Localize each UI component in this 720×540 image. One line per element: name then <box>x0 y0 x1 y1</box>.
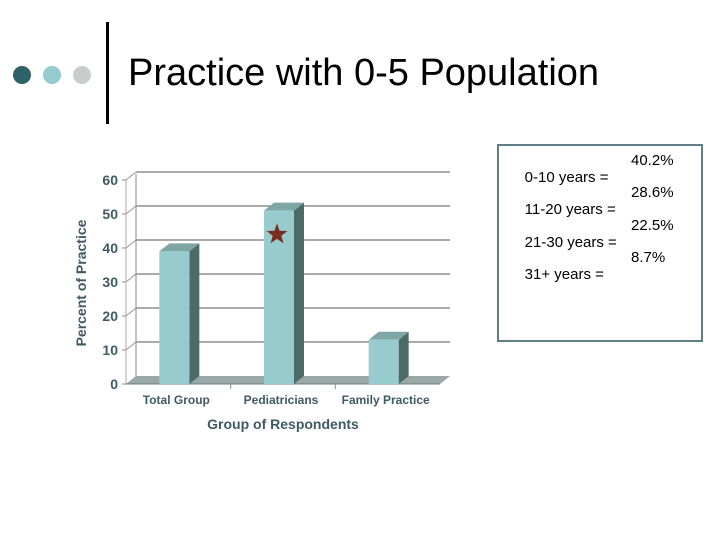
star-icon <box>266 223 288 244</box>
experience-summary-box: 0-10 years = 40.2% 11-20 years = 28.6% 2… <box>497 144 703 342</box>
x-tick-label: Family Practice <box>342 393 430 407</box>
bar-top <box>368 331 409 340</box>
summary-value: 40.2% <box>631 152 674 169</box>
y-tick-label: 40 <box>102 240 118 256</box>
summary-value: 8.7% <box>631 249 666 266</box>
y-axis-label: Percent of Practice <box>73 219 89 346</box>
gridline-diagonal <box>125 307 137 317</box>
bar-top <box>264 202 304 211</box>
summary-value: 28.6% <box>631 184 674 201</box>
bar-top <box>159 243 200 252</box>
bar <box>264 202 304 384</box>
gridline-diagonal <box>125 273 137 283</box>
summary-label: 21-30 years = <box>524 234 617 251</box>
bar <box>368 331 409 384</box>
summary-label: 0-10 years = <box>524 169 609 186</box>
x-axis-label: Group of Respondents <box>207 416 359 432</box>
summary-line: 11-20 years = 28.6% <box>508 184 674 252</box>
y-tick-label: 10 <box>102 342 118 358</box>
dot-light <box>73 66 91 84</box>
x-tick-label: Total Group <box>143 393 210 407</box>
summary-line: 0-10 years = 40.2% <box>508 152 674 220</box>
y-tick-label: 30 <box>102 274 118 290</box>
gridline-diagonal <box>125 341 137 351</box>
bar-side <box>294 202 304 384</box>
title-divider <box>106 22 109 124</box>
slide-title: Practice with 0-5 Population <box>128 52 600 94</box>
y-tick-label: 0 <box>110 376 118 392</box>
bar-side <box>398 331 409 384</box>
summary-label: 11-20 years = <box>524 201 616 218</box>
bar-front <box>159 251 190 384</box>
decorative-dots <box>13 66 91 84</box>
gridline-diagonal <box>125 171 137 181</box>
summary-label: 31+ years = <box>524 266 604 283</box>
x-tick-label: Pediatricians <box>244 393 319 407</box>
summary-line: 31+ years = 8.7% <box>508 249 666 317</box>
bar <box>159 243 200 384</box>
gridline-diagonal <box>125 205 137 215</box>
gridline-diagonal <box>125 239 137 249</box>
dot-dark <box>13 66 31 84</box>
bar-front <box>368 339 399 384</box>
dot-mid <box>43 66 61 84</box>
y-tick-label: 20 <box>102 308 118 324</box>
summary-value: 22.5% <box>631 217 674 234</box>
y-tick-label: 50 <box>102 206 118 222</box>
summary-line: 21-30 years = 22.5% <box>508 217 674 285</box>
y-tick-label: 60 <box>102 172 118 188</box>
bar-side <box>189 243 200 384</box>
